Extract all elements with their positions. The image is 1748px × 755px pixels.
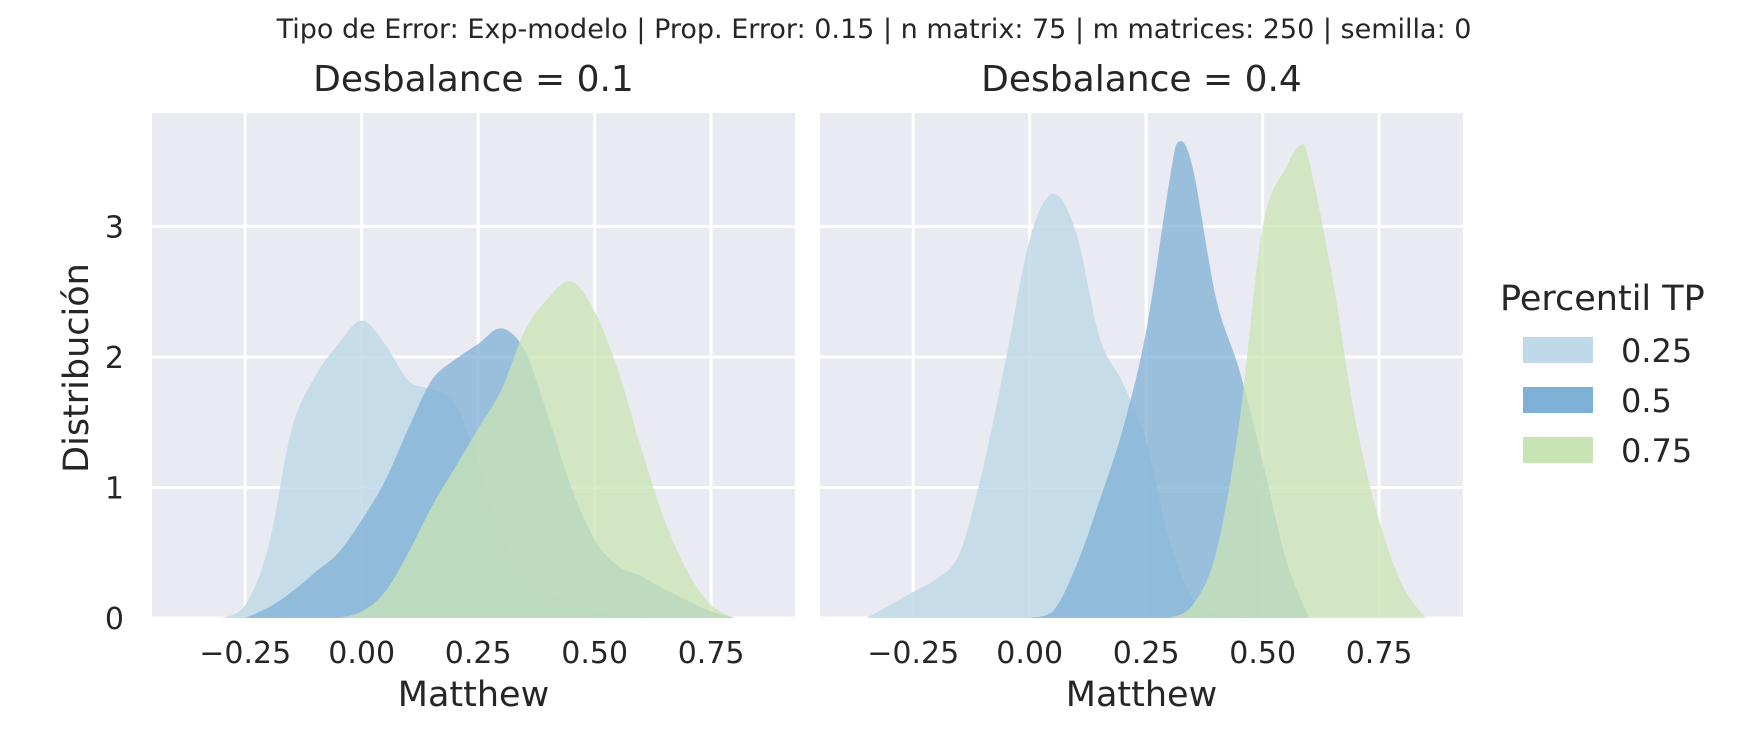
panels: Desbalance = 0.1 −0.25 0.00 0.25 0.50 0.75 Mat… (105, 59, 1463, 715)
x-tick-label: 0.50 (1229, 636, 1296, 671)
panel-2: Desbalance = 0.4 −0.25 0.00 0.25 0.50 0.75 Mat… (820, 59, 1463, 715)
x-tick-label: 0.00 (996, 636, 1063, 671)
x-tick-label: 0.25 (1113, 636, 1180, 671)
x-tick-label: 0.25 (445, 636, 512, 671)
legend-title: Percentil TP (1500, 279, 1705, 319)
panel-title: Desbalance = 0.1 (313, 59, 634, 100)
legend-label: 0.5 (1621, 382, 1672, 420)
legend-swatch-0.5 (1523, 387, 1593, 413)
y-axis-label: Distribución (57, 263, 97, 473)
panel-title: Desbalance = 0.4 (981, 59, 1302, 100)
x-axis-label: Matthew (398, 675, 549, 715)
panel-1: Desbalance = 0.1 −0.25 0.00 0.25 0.50 0.75 Mat… (105, 59, 795, 715)
x-tick-label: −0.25 (199, 636, 291, 671)
kde-area-0.75 (338, 281, 735, 618)
x-tick-label: −0.25 (867, 636, 959, 671)
x-tick-label: 0.50 (561, 636, 628, 671)
legend-label: 0.75 (1621, 432, 1692, 470)
legend-label: 0.25 (1621, 332, 1692, 370)
y-tick-label: 1 (105, 472, 124, 507)
suptitle: Tipo de Error: Exp-modelo | Prop. Error:… (276, 14, 1472, 45)
x-tick-label: 0.75 (1346, 636, 1413, 671)
y-tick-label: 3 (105, 211, 124, 246)
x-tick-label: 0.00 (328, 636, 395, 671)
y-tick-label: 0 (105, 602, 124, 637)
kde-area-0.75 (1169, 144, 1426, 618)
y-tick-label: 2 (105, 341, 124, 376)
legend-swatch-0.75 (1523, 437, 1593, 463)
x-tick-label: 0.75 (678, 636, 745, 671)
legend: Percentil TP 0.25 0.5 0.75 (1500, 279, 1705, 470)
x-axis-label: Matthew (1066, 675, 1217, 715)
kde-area-0.25 (866, 193, 1263, 618)
legend-swatch-0.25 (1523, 337, 1593, 363)
